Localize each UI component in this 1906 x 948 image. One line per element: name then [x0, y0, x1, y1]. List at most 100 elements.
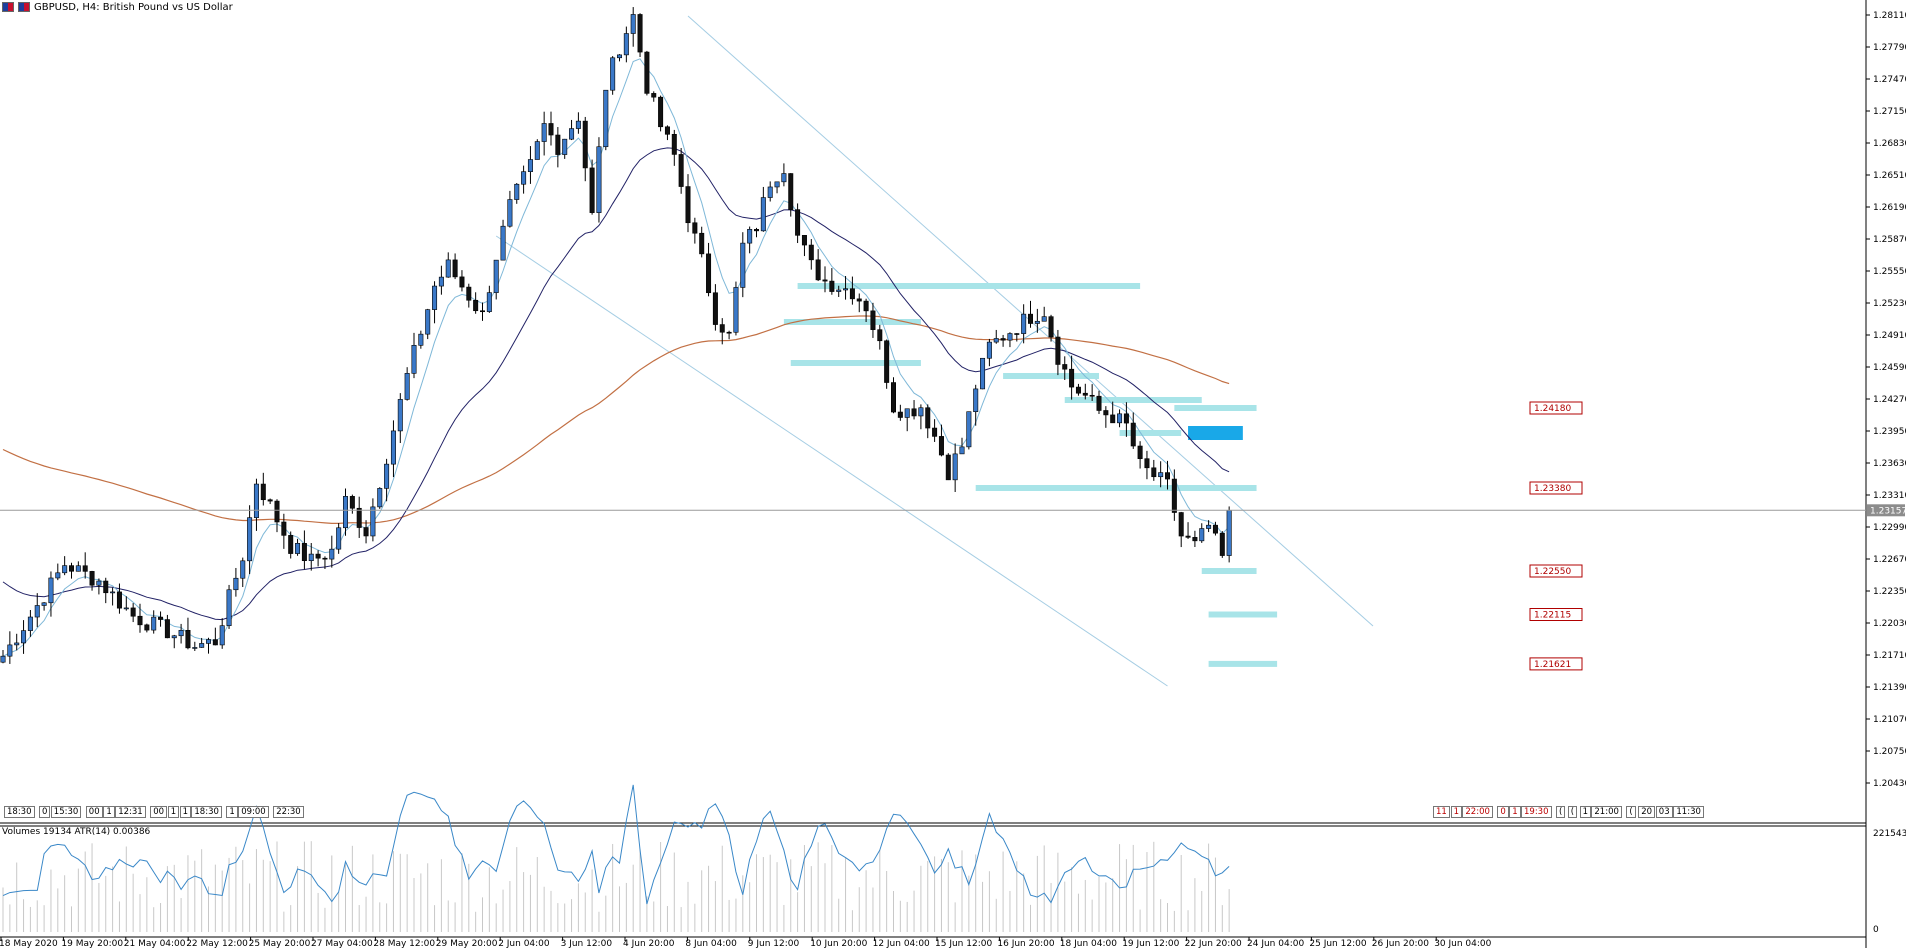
x-tick-label: 19 Jun 12:00	[1122, 939, 1179, 948]
y-tick-label: 1.21070	[1873, 715, 1906, 725]
timeline-box: 00	[85, 806, 103, 818]
timeline-box: 00	[150, 806, 168, 818]
timeline-box: 11:30	[1673, 806, 1704, 818]
x-tick-label: 10 Jun 20:00	[810, 939, 867, 948]
candle-body	[1199, 528, 1205, 542]
candle-body	[678, 154, 684, 187]
candle-body	[1048, 316, 1054, 338]
price-level-label: 1.24180	[1534, 404, 1571, 414]
candle-body	[438, 276, 444, 287]
candle-body	[562, 138, 568, 155]
candle-body	[555, 134, 561, 155]
y-tick-label: 1.20750	[1873, 747, 1906, 757]
ma-slow-line	[2, 315, 1230, 524]
candle-body	[1171, 478, 1177, 513]
y-tick-label: 1.20430	[1873, 779, 1906, 789]
candle-body	[801, 235, 807, 246]
candle-body	[932, 427, 938, 437]
candle-body	[795, 209, 801, 236]
candle-body	[1041, 316, 1047, 322]
candle-body	[206, 639, 212, 644]
candle-body	[740, 242, 746, 288]
candle-body	[904, 408, 910, 418]
candle-body	[390, 430, 396, 465]
timeline-box: (	[1556, 806, 1566, 818]
candle-body	[452, 259, 458, 278]
x-tick-label: 28 May 12:00	[373, 939, 435, 948]
support-resistance-zone	[975, 485, 1257, 491]
timeline-box: 1	[1509, 806, 1521, 818]
candle-body	[185, 629, 191, 649]
candle-body	[527, 159, 533, 172]
candle-body	[760, 197, 766, 232]
x-tick-label: 26 Jun 20:00	[1372, 939, 1429, 948]
flag-icon	[2, 2, 14, 12]
candle-body	[253, 483, 259, 518]
price-level-box	[1529, 564, 1583, 578]
x-tick-label: 25 Jun 12:00	[1309, 939, 1366, 948]
x-tick-label: 27 May 04:00	[311, 939, 373, 948]
candle-body	[1192, 537, 1198, 542]
timeline-box: 12:31	[115, 806, 146, 818]
candle-body	[959, 446, 965, 455]
candle-body	[500, 225, 506, 261]
candle-body	[356, 507, 362, 528]
timeline-box: (	[1567, 806, 1578, 818]
y-tick-label: 1.22670	[1873, 555, 1906, 565]
candle-body	[479, 310, 485, 313]
candle-body	[1007, 333, 1013, 341]
volume-axis-top: 221543	[1873, 829, 1906, 839]
timeline-box: 09:00	[238, 806, 269, 818]
x-tick-label: 8 Jun 04:00	[685, 939, 737, 948]
candle-body	[144, 624, 150, 631]
candle-body	[14, 642, 20, 646]
candle-body	[336, 527, 342, 550]
timeline-box: 22:00	[1462, 806, 1493, 818]
candle-body	[69, 565, 75, 572]
candle-body	[199, 643, 205, 648]
candle-body	[55, 572, 61, 579]
candle-body	[952, 453, 958, 481]
candle-body	[973, 388, 979, 413]
candle-body	[890, 382, 896, 413]
strong-zone	[1188, 426, 1243, 440]
candle-body	[370, 506, 376, 537]
candle-body	[274, 500, 280, 523]
candle-body	[1069, 368, 1075, 388]
candle-body	[925, 407, 931, 429]
ma-fast-line	[2, 58, 1230, 657]
y-tick-label: 1.27470	[1873, 75, 1906, 85]
candle-body	[966, 411, 972, 448]
candle-body	[486, 292, 492, 312]
candle-body	[247, 517, 253, 562]
candle-body	[986, 341, 992, 359]
candle-body	[267, 499, 273, 502]
candle-body	[692, 222, 698, 234]
candle-body	[384, 463, 390, 489]
candle-body	[1034, 320, 1040, 324]
candle-body	[1151, 467, 1157, 478]
timeline-box: 0	[39, 806, 51, 818]
candle-body	[432, 285, 438, 310]
x-tick-label: 9 Jun 12:00	[748, 939, 800, 948]
candle-body	[726, 331, 732, 334]
candle-body	[658, 96, 664, 128]
candle-body	[815, 259, 821, 281]
timeline-box: 19:30	[1521, 806, 1552, 818]
y-tick-label: 1.27150	[1873, 107, 1906, 117]
timeline-box: 1	[167, 806, 180, 818]
support-resistance-zone	[790, 360, 921, 366]
x-tick-label: 15 Jun 12:00	[935, 939, 992, 948]
candle-body	[897, 411, 903, 418]
x-tick-label: 29 May 20:00	[436, 939, 498, 948]
candle-body	[706, 253, 712, 294]
y-tick-label: 1.25230	[1873, 299, 1906, 309]
current-price-label: 1.23157	[1870, 506, 1906, 516]
y-tick-label: 1.23310	[1873, 491, 1906, 501]
candle-body	[980, 357, 986, 390]
candle-body	[123, 607, 129, 610]
candle-body	[171, 635, 177, 639]
candle-body	[1082, 392, 1088, 396]
y-tick-label: 1.26510	[1873, 171, 1906, 181]
